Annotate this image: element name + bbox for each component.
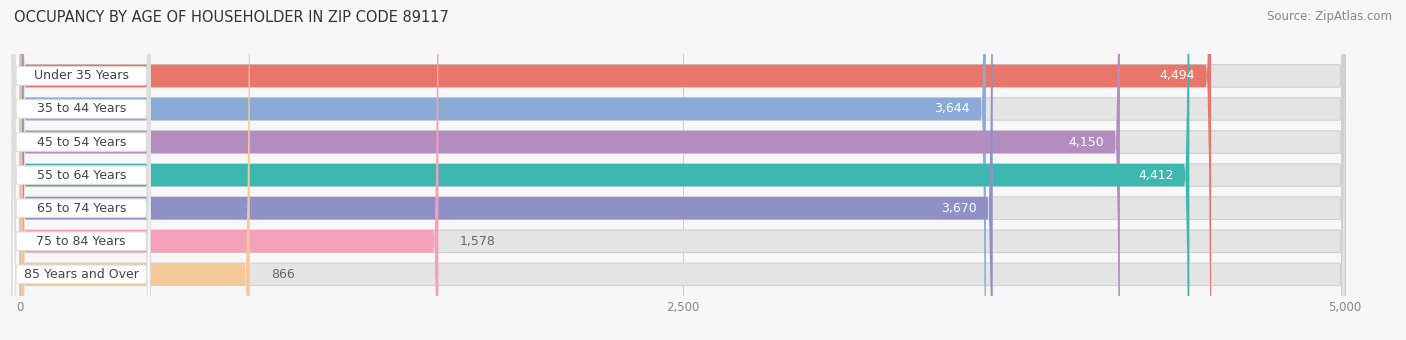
Text: 866: 866	[271, 268, 295, 281]
Text: 4,494: 4,494	[1160, 69, 1195, 82]
Text: 55 to 64 Years: 55 to 64 Years	[37, 169, 127, 182]
Text: 1,578: 1,578	[460, 235, 495, 248]
FancyBboxPatch shape	[20, 0, 1346, 340]
FancyBboxPatch shape	[13, 0, 150, 340]
Text: 65 to 74 Years: 65 to 74 Years	[37, 202, 127, 215]
FancyBboxPatch shape	[20, 0, 250, 340]
FancyBboxPatch shape	[20, 0, 1346, 340]
FancyBboxPatch shape	[13, 0, 150, 340]
Text: 45 to 54 Years: 45 to 54 Years	[37, 136, 127, 149]
FancyBboxPatch shape	[20, 0, 1346, 340]
Text: 75 to 84 Years: 75 to 84 Years	[37, 235, 127, 248]
FancyBboxPatch shape	[13, 0, 150, 340]
FancyBboxPatch shape	[20, 0, 986, 340]
FancyBboxPatch shape	[20, 0, 1121, 340]
FancyBboxPatch shape	[20, 0, 1346, 340]
FancyBboxPatch shape	[13, 0, 150, 340]
Text: 3,670: 3,670	[941, 202, 977, 215]
Text: OCCUPANCY BY AGE OF HOUSEHOLDER IN ZIP CODE 89117: OCCUPANCY BY AGE OF HOUSEHOLDER IN ZIP C…	[14, 10, 449, 25]
Text: Source: ZipAtlas.com: Source: ZipAtlas.com	[1267, 10, 1392, 23]
FancyBboxPatch shape	[20, 0, 1211, 340]
FancyBboxPatch shape	[20, 0, 1346, 340]
FancyBboxPatch shape	[13, 0, 150, 340]
Text: Under 35 Years: Under 35 Years	[34, 69, 129, 82]
FancyBboxPatch shape	[13, 0, 150, 340]
Text: 3,644: 3,644	[935, 102, 970, 116]
Text: 4,150: 4,150	[1069, 136, 1104, 149]
FancyBboxPatch shape	[20, 0, 1346, 340]
FancyBboxPatch shape	[20, 0, 439, 340]
Text: 4,412: 4,412	[1137, 169, 1174, 182]
Text: 85 Years and Over: 85 Years and Over	[24, 268, 139, 281]
FancyBboxPatch shape	[20, 0, 1346, 340]
FancyBboxPatch shape	[20, 0, 1189, 340]
FancyBboxPatch shape	[20, 0, 993, 340]
FancyBboxPatch shape	[13, 0, 150, 340]
Text: 35 to 44 Years: 35 to 44 Years	[37, 102, 127, 116]
